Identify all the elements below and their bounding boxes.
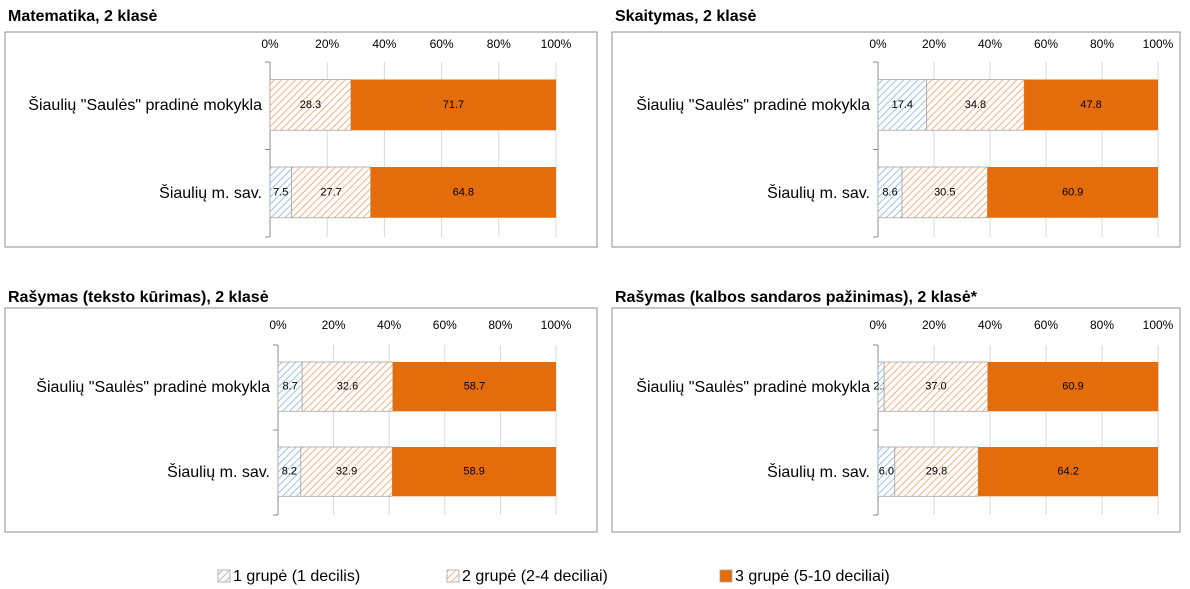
x-tick-label: 0%	[269, 318, 287, 332]
value-label: 60.9	[1062, 381, 1083, 393]
category-label: Šiaulių m. sav.	[167, 464, 270, 481]
category-label: Šiaulių "Saulės" pradinė mokykla	[36, 379, 270, 396]
bar-segment	[301, 361, 394, 412]
x-tick-label: 60%	[1034, 318, 1058, 332]
chart-title: Matematika, 2 klasė	[8, 8, 158, 25]
category-label: Šiaulių "Saulės" pradinė mokykla	[28, 97, 262, 115]
legend-swatch	[446, 569, 460, 583]
chart-frame	[611, 31, 1181, 248]
chart-title: Rašymas (kalbos sandaros pažinimas), 2 k…	[615, 289, 978, 306]
bar-segment	[877, 79, 928, 131]
x-tick-label: 20%	[922, 318, 946, 332]
bar-segment	[370, 167, 556, 218]
bar-segment	[392, 447, 556, 497]
x-tick-label: 100%	[541, 37, 572, 51]
bar-segment	[1024, 79, 1158, 131]
x-tick-label: 80%	[1090, 318, 1114, 332]
value-label: 8.7	[282, 381, 297, 393]
chart-frame	[611, 307, 1181, 533]
value-label: 29.8	[926, 466, 947, 478]
bar-segment	[978, 447, 1158, 497]
category-label: Šiaulių m. sav.	[159, 184, 262, 202]
x-tick-label: 100%	[1143, 318, 1174, 332]
value-label: 64.2	[1057, 466, 1078, 478]
x-tick-label: 0%	[869, 37, 887, 51]
chart-frame	[4, 31, 598, 248]
value-label: 60.9	[1062, 186, 1083, 198]
value-label: 71.7	[443, 99, 464, 111]
value-label: 32.9	[336, 466, 357, 478]
value-label: 7.5	[273, 186, 288, 198]
x-tick-label: 60%	[430, 37, 454, 51]
bar-segment	[883, 361, 989, 412]
legend-swatch	[719, 569, 733, 583]
value-label: 47.8	[1080, 99, 1101, 111]
bar-segment	[277, 361, 303, 412]
chart-title: Rašymas (teksto kūrimas), 2 klasė	[8, 289, 269, 306]
bar-segment	[894, 446, 979, 497]
bar-segment	[291, 166, 372, 219]
x-tick-label: 40%	[978, 37, 1002, 51]
x-tick-label: 60%	[1034, 37, 1058, 51]
bar-segment	[901, 166, 988, 219]
x-tick-label: 100%	[541, 318, 572, 332]
bar-segment	[877, 166, 903, 219]
x-tick-label: 60%	[433, 318, 457, 332]
legend-label: 2 grupė (2-4 deciliai)	[462, 568, 608, 585]
x-tick-label: 0%	[869, 318, 887, 332]
value-label: 27.7	[320, 186, 341, 198]
value-label: 34.8	[965, 99, 986, 111]
bar-segment	[926, 79, 1025, 131]
value-label: 8.2	[282, 466, 297, 478]
x-tick-label: 40%	[978, 318, 1002, 332]
x-tick-label: 40%	[377, 318, 401, 332]
x-tick-label: 0%	[261, 37, 279, 51]
value-label: 28.3	[300, 99, 321, 111]
x-tick-label: 100%	[1143, 37, 1174, 51]
category-label: Šiaulių m. sav.	[767, 464, 870, 481]
value-label: 64.8	[453, 186, 474, 198]
value-label: 8.6	[882, 186, 897, 198]
bar-segment	[300, 446, 393, 497]
value-label: 58.7	[464, 381, 485, 393]
bar-segment	[269, 79, 352, 131]
bar-segment	[350, 79, 556, 131]
x-tick-label: 20%	[322, 318, 346, 332]
value-label: 37.0	[925, 381, 946, 393]
x-tick-label: 20%	[315, 37, 339, 51]
x-tick-label: 80%	[487, 37, 511, 51]
value-label: 32.6	[337, 381, 358, 393]
chart-frame	[4, 307, 598, 533]
legend-label: 1 grupė (1 decilis)	[233, 568, 360, 585]
category-label: Šiaulių m. sav.	[767, 184, 870, 202]
chart-title: Skaitymas, 2 klasė	[615, 8, 757, 25]
category-label: Šiaulių "Saulės" pradinė mokykla	[636, 379, 870, 396]
bar-segment	[987, 167, 1158, 218]
x-tick-label: 20%	[922, 37, 946, 51]
legend-swatch	[217, 569, 231, 583]
x-tick-label: 80%	[488, 318, 512, 332]
x-tick-label: 80%	[1090, 37, 1114, 51]
x-tick-label: 40%	[372, 37, 396, 51]
value-label: 17.4	[892, 99, 913, 111]
value-label: 6.0	[879, 466, 894, 478]
legend-label: 3 grupė (5-10 deciliai)	[735, 568, 890, 585]
value-label: 30.5	[934, 186, 955, 198]
bar-segment	[392, 362, 556, 412]
category-label: Šiaulių "Saulės" pradinė mokykla	[636, 97, 870, 115]
value-label: 58.9	[463, 466, 484, 478]
bar-segment	[987, 362, 1159, 412]
